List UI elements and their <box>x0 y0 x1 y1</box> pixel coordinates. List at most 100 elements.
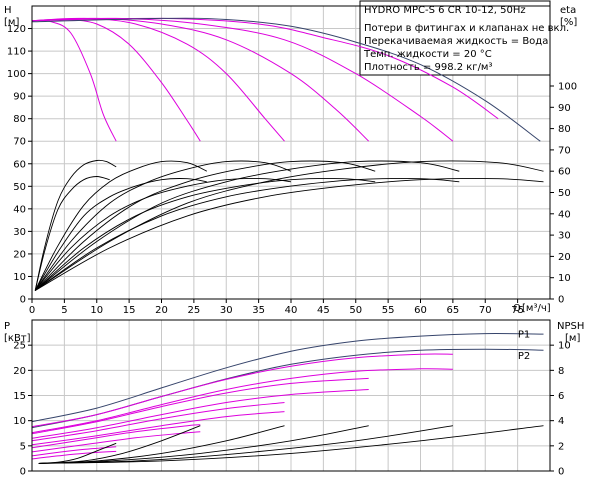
bottom-left-axis-title: P <box>4 321 10 332</box>
efficiency-curve <box>34 178 207 291</box>
top-right-axis-title: eta <box>560 5 576 16</box>
right-y-tick-label: 60 <box>558 167 571 178</box>
left-y-tick-label: 20 <box>13 249 26 260</box>
power-curve <box>31 450 117 460</box>
power-curve <box>31 411 285 446</box>
head-curve <box>31 20 117 142</box>
bottom-left-y-tick-label: 0 <box>20 467 26 478</box>
x-tick-label: 65 <box>447 305 460 316</box>
x-tick-label: 5 <box>61 305 67 316</box>
efficiency-curve <box>34 178 544 291</box>
info-line-temperature: Темп. жидкости = 20 °C <box>363 49 492 60</box>
right-y-tick-label: 0 <box>558 295 564 306</box>
left-y-tick-label: 120 <box>7 24 26 35</box>
bottom-right-y-tick-label: 6 <box>558 391 564 402</box>
efficiency-curve <box>34 178 460 291</box>
left-y-tick-label: 30 <box>13 227 26 238</box>
npsh-curve <box>38 425 201 464</box>
power-curve <box>31 424 201 449</box>
bottom-right-axis-title: NPSH <box>557 321 584 332</box>
left-y-tick-label: 40 <box>13 204 26 215</box>
left-y-tick-label: 10 <box>13 272 26 283</box>
chart-text-layer: H [м] eta [%] HYDRO MPC-S 6 CR 10-12, 50… <box>4 5 584 344</box>
efficiency-curve <box>34 160 292 291</box>
efficiency-curve <box>34 160 376 291</box>
right-y-tick-label: 10 <box>558 273 571 284</box>
x-axis-title: Q <box>513 303 521 314</box>
info-box <box>359 0 551 76</box>
left-y-tick-label: 50 <box>13 182 26 193</box>
x-tick-label: 15 <box>123 305 136 316</box>
efficiency-curve <box>34 160 544 291</box>
npsh-curve <box>38 425 544 464</box>
bottom-right-y-tick-label: 10 <box>558 341 571 352</box>
right-y-tick-label: 100 <box>558 82 577 93</box>
efficiency-curve <box>34 160 207 291</box>
power-curve <box>31 348 544 429</box>
bottom-right-y-tick-label: 4 <box>558 416 564 427</box>
right-y-tick-label: 50 <box>558 188 571 199</box>
efficiency-curve <box>34 178 376 291</box>
x-tick-label: 70 <box>479 305 492 316</box>
power-curve <box>31 377 369 435</box>
top-right-axis-unit: [%] <box>560 17 577 28</box>
head-curve <box>31 17 541 142</box>
head-curve <box>31 17 285 142</box>
left-y-tick-label: 110 <box>7 47 26 58</box>
top-left-axis-title: H <box>4 5 12 16</box>
bottom-right-y-tick-label: 0 <box>558 467 564 478</box>
npsh-curve <box>38 425 369 464</box>
power-curve <box>31 402 285 442</box>
left-y-tick-label: 90 <box>13 92 26 103</box>
right-y-tick-label: 90 <box>558 103 571 114</box>
power-curve <box>31 353 453 428</box>
x-tick-label: 55 <box>382 305 395 316</box>
x-tick-label: 75 <box>511 305 524 316</box>
head-efficiency-panel: 0 5 10 15 20 25 30 35 40 45 50 55 60 65 70 75 0 10 20 30 40 5… <box>7 0 577 316</box>
x-tick-label: 20 <box>155 305 168 316</box>
efficiency-curve <box>34 178 292 291</box>
series-label: P2 <box>518 351 530 362</box>
power-curve <box>31 446 117 457</box>
info-line-fittings: Потери в фитингах и клапанах не вкл. <box>364 23 569 34</box>
left-y-tick-label: 100 <box>7 69 26 80</box>
efficiency-curve <box>34 160 460 291</box>
x-tick-label: 30 <box>220 305 233 316</box>
left-y-tick-label: 0 <box>20 295 26 306</box>
npsh-curve <box>38 425 453 464</box>
left-y-tick-label: 80 <box>13 114 26 125</box>
bottom-left-y-tick-label: 20 <box>13 366 26 377</box>
bottom-left-y-tick-label: 5 <box>20 441 26 452</box>
bottom-right-y-tick-label: 8 <box>558 366 564 377</box>
power-curve <box>31 389 369 439</box>
power-curve <box>31 431 201 453</box>
left-y-tick-label: 70 <box>13 137 26 148</box>
x-tick-label: 25 <box>188 305 201 316</box>
top-left-axis-unit: [м] <box>4 17 19 28</box>
bottom-right-axis-unit: [м] <box>565 333 580 344</box>
info-line-liquid: Перекачиваемая жидкость = Вода <box>364 36 548 47</box>
right-y-tick-label: 70 <box>558 145 571 156</box>
x-tick-label: 50 <box>349 305 362 316</box>
left-y-tick-label: 60 <box>13 159 26 170</box>
x-tick-label: 10 <box>90 305 103 316</box>
right-y-tick-label: 30 <box>558 231 571 242</box>
bottom-left-axis-unit: [кВт] <box>4 333 31 344</box>
series-label: P1 <box>518 330 530 341</box>
info-line-density: Плотность = 998.2 кг/м³ <box>364 62 493 73</box>
power-curve <box>31 333 544 423</box>
x-tick-label: 35 <box>252 305 265 316</box>
power-curve <box>31 368 453 434</box>
efficiency-curve <box>34 176 110 291</box>
efficiency-curve <box>34 159 117 291</box>
right-y-tick-label: 20 <box>558 252 571 263</box>
chart-title: HYDRO MPC-S 6 CR 10-12, 50Hz <box>364 5 526 16</box>
right-y-tick-label: 40 <box>558 209 571 220</box>
x-axis-unit: [м³/ч] <box>522 303 551 314</box>
bottom-left-y-tick-label: 25 <box>13 341 26 352</box>
x-tick-label: 0 <box>29 305 35 316</box>
power-npsh-panel: P1 P2 0 5 10 15 20 25 0 2 4 6 8 10 <box>13 319 571 478</box>
bottom-right-y-tick-label: 2 <box>558 441 564 452</box>
